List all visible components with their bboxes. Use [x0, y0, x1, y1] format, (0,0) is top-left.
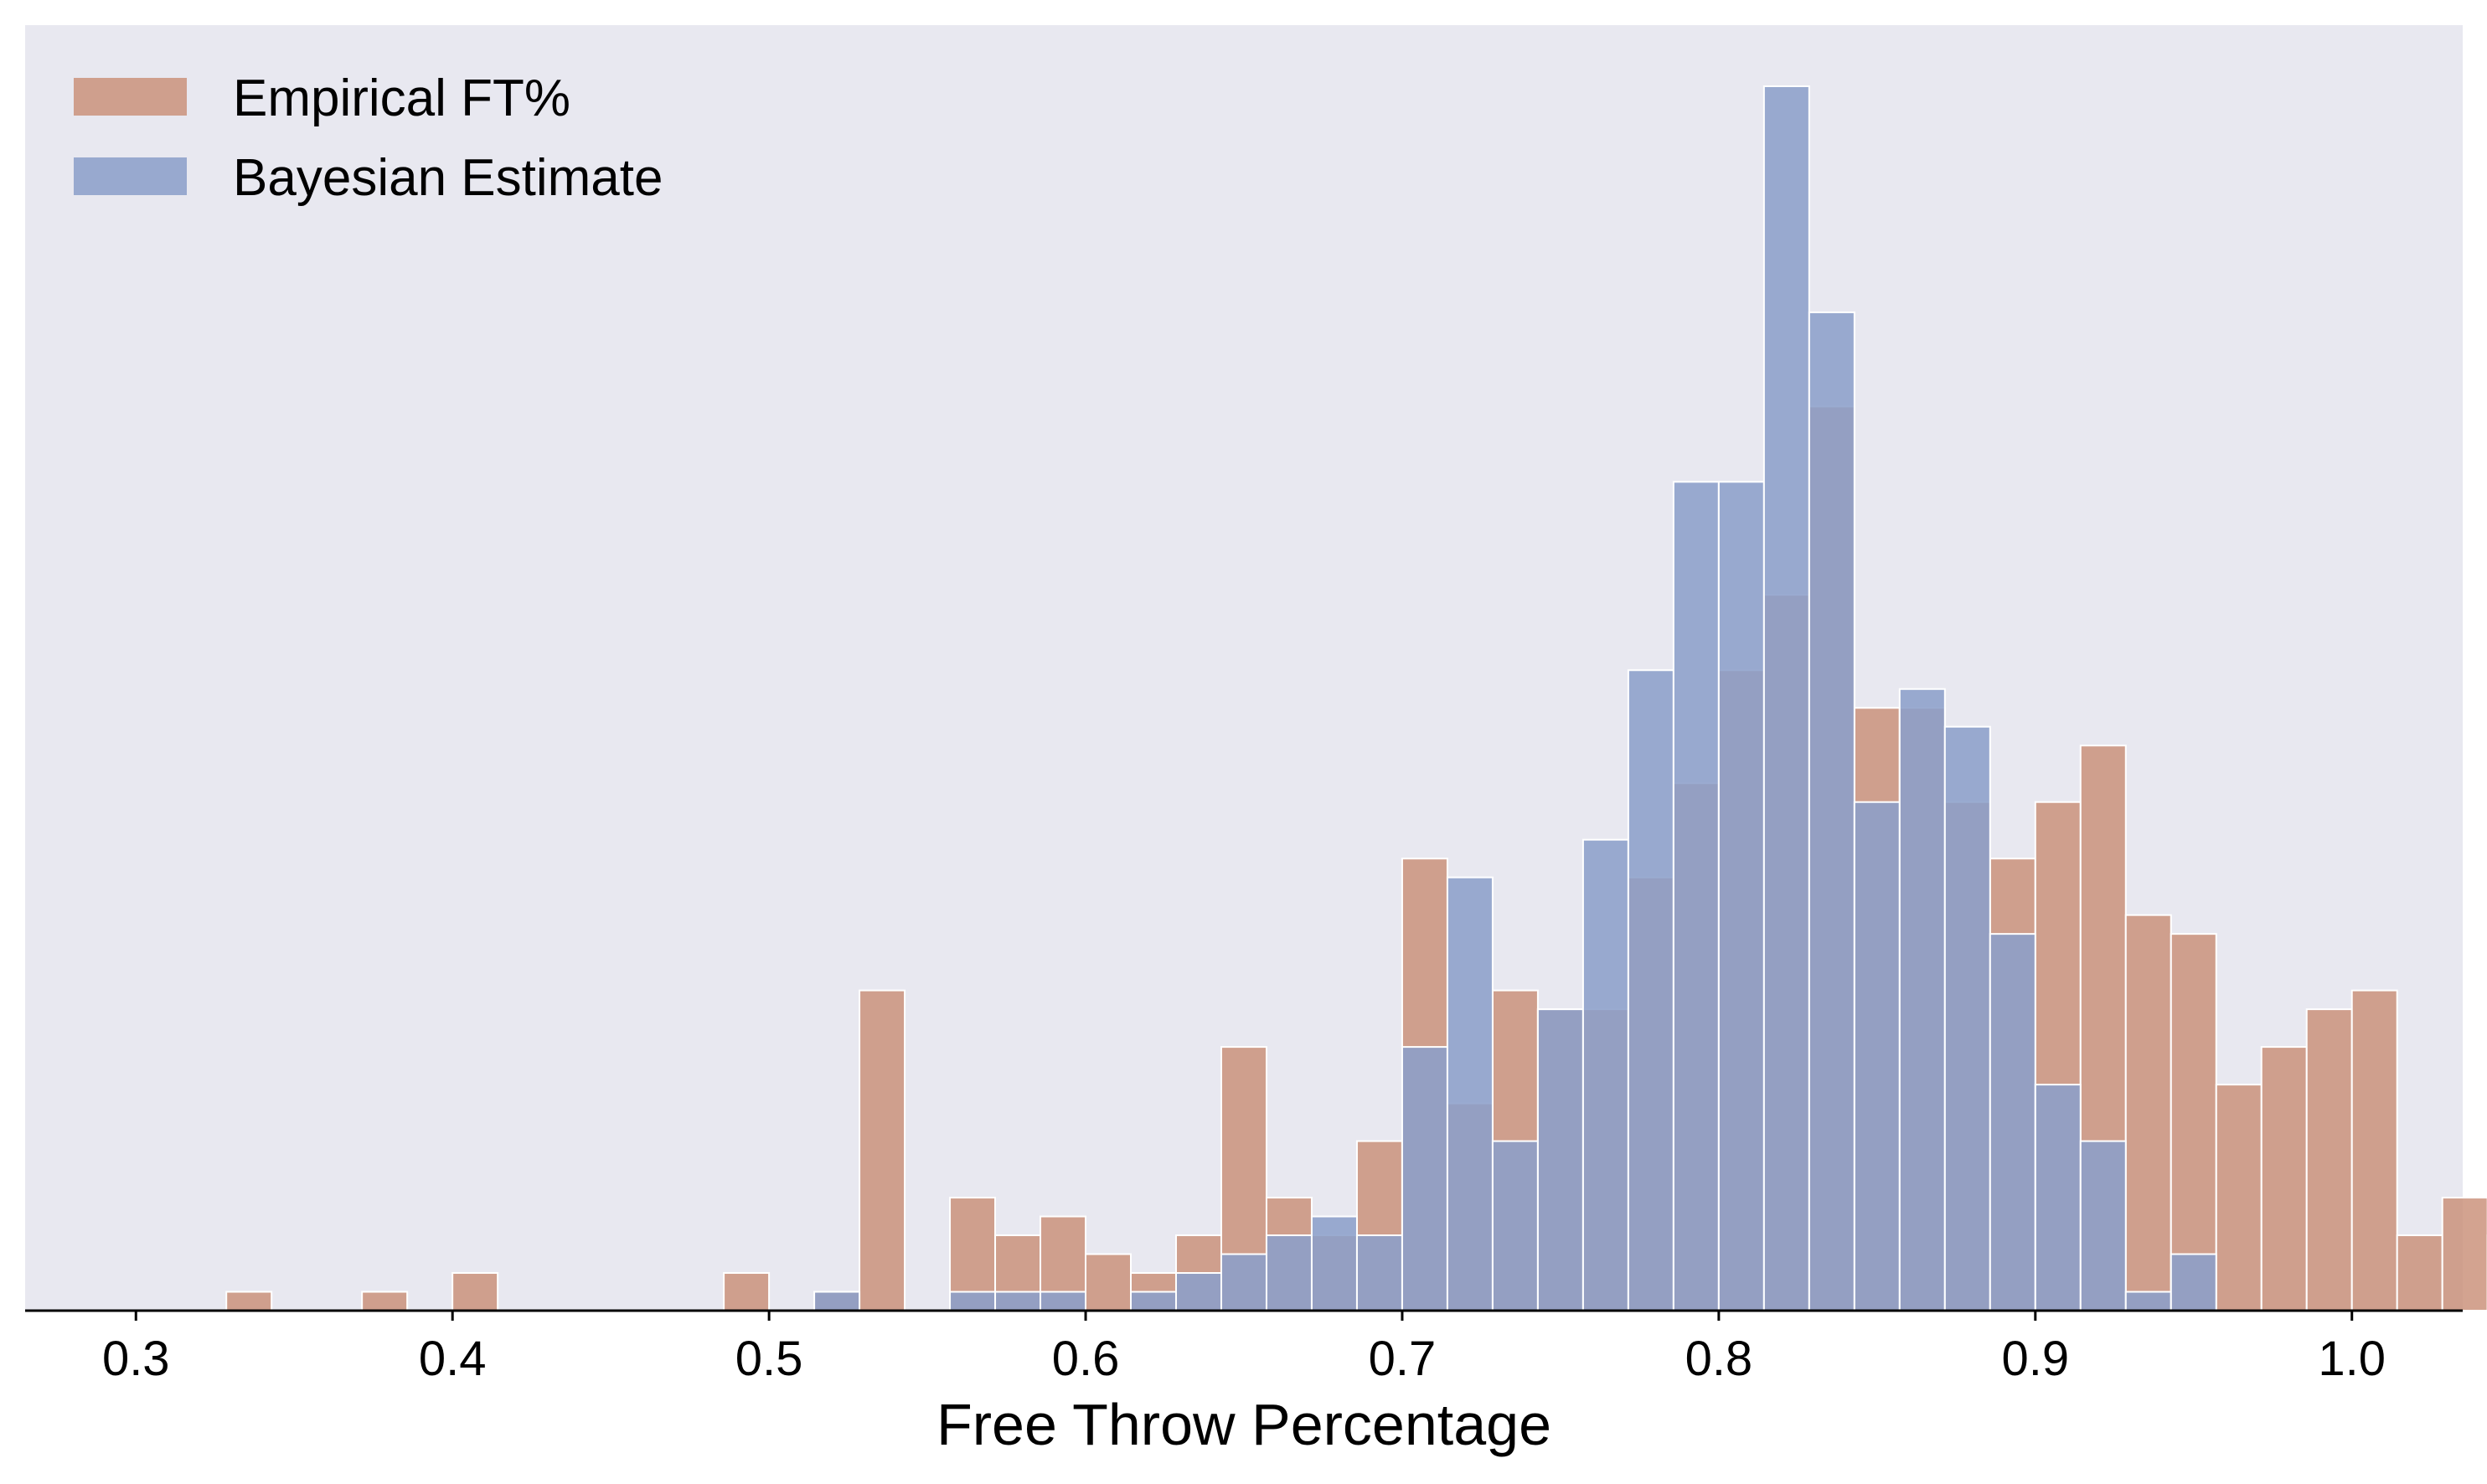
- bar-empirical: [2215, 1084, 2263, 1311]
- bar-empirical: [2260, 1046, 2308, 1311]
- legend-label-bayesian: Bayesian Estimate: [233, 149, 663, 207]
- bar-empirical: [2350, 989, 2398, 1311]
- x-tick-label: 0.6: [1052, 1332, 1120, 1386]
- bar-bayesian: [1808, 311, 1855, 1311]
- bar-bayesian: [1762, 85, 1810, 1311]
- bar-bayesian: [1446, 876, 1494, 1311]
- bayesian-bars: [813, 85, 2217, 1311]
- bar-bayesian: [1627, 669, 1674, 1311]
- bar-bayesian: [1174, 1272, 1222, 1311]
- bar-bayesian: [2170, 1253, 2217, 1311]
- bar-bayesian: [2034, 1084, 2082, 1311]
- bar-bayesian: [1355, 1234, 1403, 1311]
- x-tick-label: 1.0: [2318, 1332, 2386, 1386]
- bar-bayesian: [1717, 481, 1765, 1311]
- bar-bayesian: [1898, 688, 1946, 1311]
- bar-empirical: [225, 1291, 273, 1311]
- bar-empirical: [361, 1291, 409, 1311]
- legend-swatch-bayesian: [74, 157, 187, 195]
- bar-bayesian: [1040, 1291, 1087, 1311]
- bar-empirical: [451, 1272, 499, 1311]
- bar-bayesian: [994, 1291, 1042, 1311]
- bar-bayesian: [1265, 1234, 1313, 1311]
- bar-empirical: [1085, 1253, 1132, 1311]
- bar-bayesian: [1989, 933, 2036, 1311]
- bar-bayesian: [1129, 1291, 1177, 1311]
- x-axis-label: Free Throw Percentage: [936, 1392, 1551, 1457]
- bar-bayesian: [1853, 801, 1901, 1311]
- x-axis-ticks: 0.3 0.4 0.5 0.6 0.7 0.8 0.9 1.0: [102, 1311, 2386, 1386]
- bar-bayesian: [1536, 1008, 1584, 1311]
- bar-bayesian: [1401, 1046, 1448, 1311]
- bar-bayesian: [813, 1291, 861, 1311]
- legend-label-empirical: Empirical FT%: [233, 70, 570, 127]
- bar-bayesian: [2079, 1140, 2127, 1311]
- legend: Empirical FT% Bayesian Estimate: [74, 70, 663, 207]
- bar-empirical: [859, 989, 906, 1311]
- bar-empirical: [2305, 1008, 2353, 1311]
- x-tick-label: 0.4: [419, 1332, 487, 1386]
- x-tick-label: 0.9: [2001, 1332, 2069, 1386]
- bar-bayesian: [1491, 1140, 1539, 1311]
- legend-swatch-empirical: [74, 78, 187, 116]
- bar-empirical: [2396, 1234, 2443, 1311]
- x-tick-label: 0.8: [1685, 1332, 1753, 1386]
- bar-bayesian: [2124, 1291, 2172, 1311]
- bar-bayesian: [1672, 481, 1720, 1311]
- bar-bayesian: [949, 1291, 997, 1311]
- bar-bayesian: [1310, 1215, 1358, 1311]
- bar-bayesian: [1943, 725, 1991, 1311]
- x-tick-label: 0.7: [1369, 1332, 1437, 1386]
- x-tick-label: 0.5: [735, 1332, 803, 1386]
- bar-bayesian: [1220, 1253, 1267, 1311]
- bar-empirical: [2124, 914, 2172, 1311]
- bar-bayesian: [1581, 838, 1629, 1311]
- bar-empirical: [2441, 1197, 2487, 1311]
- x-tick-label: 0.3: [102, 1332, 170, 1386]
- bar-empirical: [723, 1272, 771, 1311]
